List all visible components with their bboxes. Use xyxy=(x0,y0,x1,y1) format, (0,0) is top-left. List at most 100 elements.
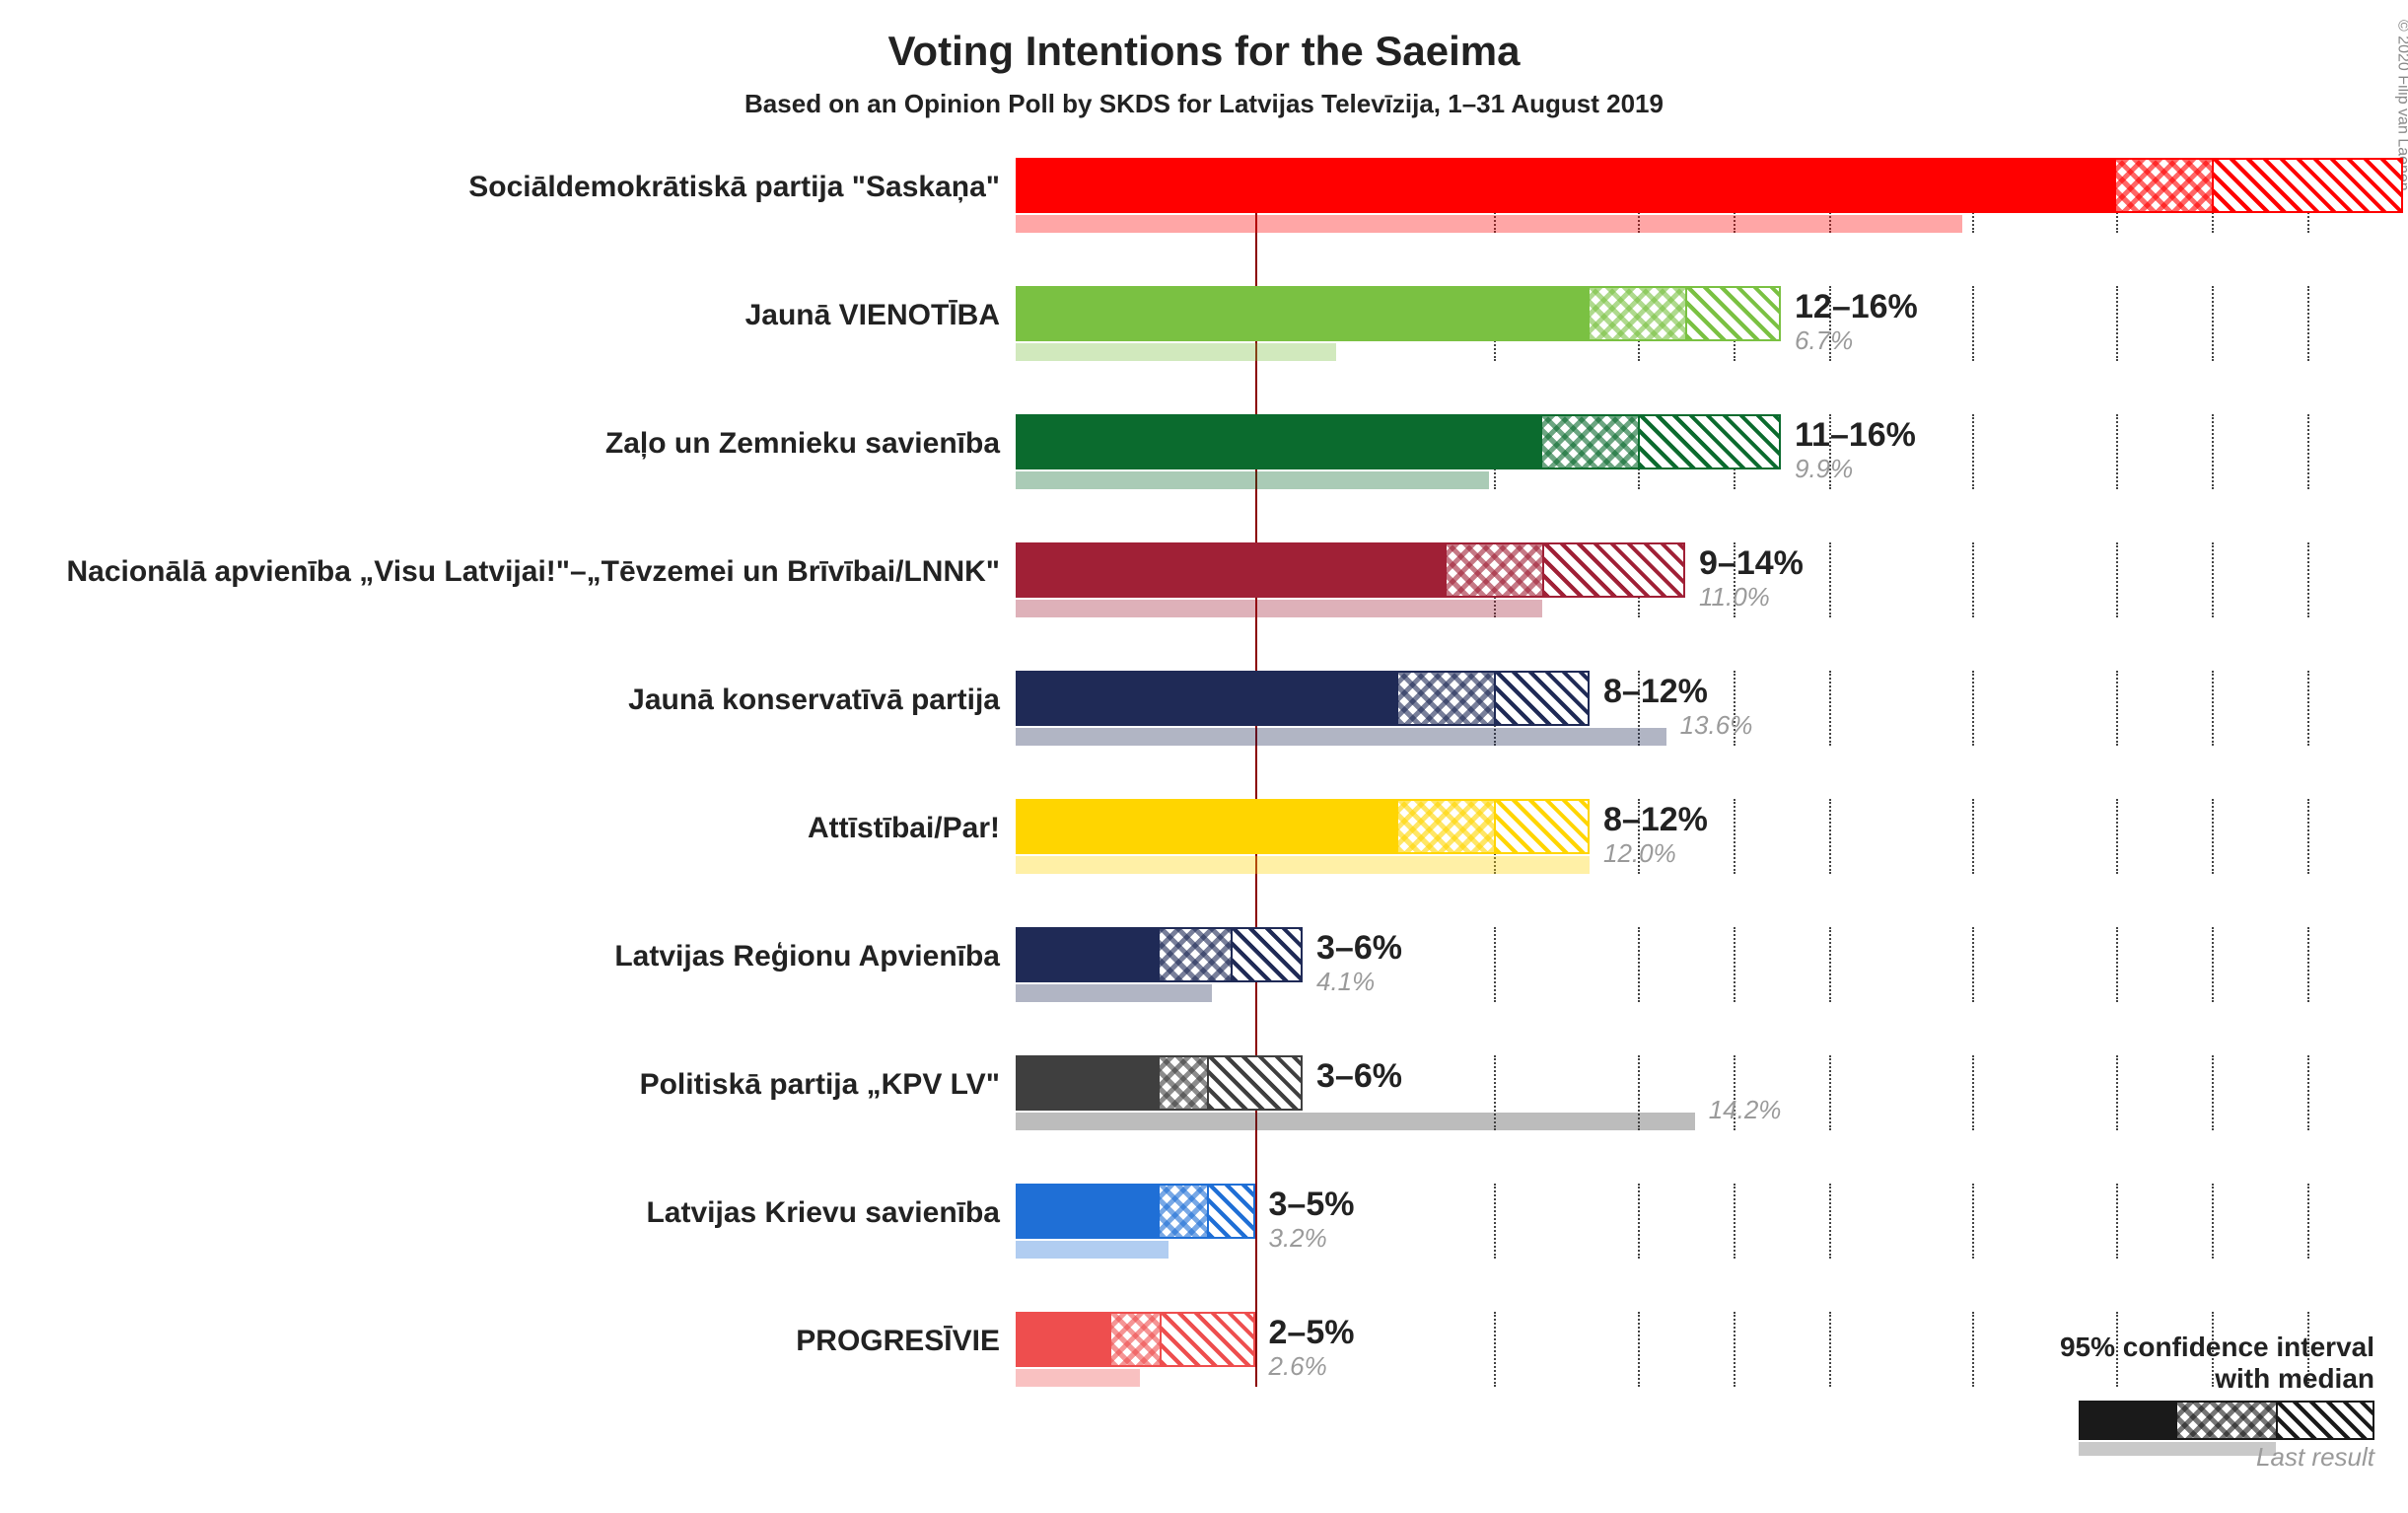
bar-ci-upper xyxy=(1542,542,1686,598)
gridline xyxy=(1638,927,1640,1002)
range-label: 8–12% xyxy=(1603,801,1708,839)
range-label: 11–16% xyxy=(1795,416,1916,455)
party-label: Nacionālā apvienība „Visu Latvijai!"–„Tē… xyxy=(66,555,1000,589)
gridline xyxy=(2116,414,2118,489)
gridline xyxy=(1972,286,1974,361)
bar-ci-lower xyxy=(1542,414,1638,469)
gridline xyxy=(2212,542,2214,617)
party-row: Jaunā konservatīvā partija8–12%13.6% xyxy=(0,671,2408,799)
last-result-label: 12.0% xyxy=(1603,838,1676,869)
gridline xyxy=(1494,1184,1496,1259)
gridline xyxy=(1829,1184,1831,1259)
party-row: Latvijas Krievu savienība 3–5%3.2% xyxy=(0,1184,2408,1312)
gridline xyxy=(1829,542,1831,617)
bar-solid xyxy=(1016,927,1160,982)
last-result-label: 11.0% xyxy=(1699,582,1770,612)
last-result-label: 6.7% xyxy=(1795,325,1853,356)
party-label: Latvijas Krievu savienība xyxy=(646,1196,1000,1230)
bar-ci-lower xyxy=(1160,1184,1208,1239)
party-row: Jaunā VIENOTĪBA12–16%6.7% xyxy=(0,286,2408,414)
gridline xyxy=(1638,1184,1640,1259)
page: Voting Intentions for the Saeima Based o… xyxy=(0,0,2408,1513)
chart-title: Voting Intentions for the Saeima xyxy=(0,28,2408,75)
last-result-label: 14.2% xyxy=(1709,1095,1782,1125)
bar-solid xyxy=(1016,158,2116,213)
bar-ci-upper xyxy=(1638,414,1782,469)
party-label: Attīstībai/Par! xyxy=(808,812,1000,845)
gridline xyxy=(1829,799,1831,874)
bar-solid xyxy=(1016,1055,1160,1111)
gridline xyxy=(2212,799,2214,874)
legend-last-label: Last result xyxy=(2256,1442,2374,1473)
party-label: Sociāldemokrātiskā partija "Saskaņa" xyxy=(468,171,1000,204)
last-result-bar xyxy=(1016,1113,1695,1130)
gridline xyxy=(2307,542,2309,617)
range-label: 3–6% xyxy=(1316,929,1402,968)
range-label: 9–14% xyxy=(1699,544,1804,583)
gridline xyxy=(1972,671,1974,746)
gridline xyxy=(2116,1055,2118,1130)
bar-solid xyxy=(1016,542,1447,598)
last-result-bar xyxy=(1016,600,1542,617)
gridline xyxy=(1972,542,1974,617)
bar-ci-lower xyxy=(2116,158,2212,213)
gridline xyxy=(1972,799,1974,874)
party-row: Sociāldemokrātiskā partija "Saskaņa"23–2… xyxy=(0,158,2408,286)
party-label: Jaunā konservatīvā partija xyxy=(628,684,1000,717)
legend-ci-sub: with median xyxy=(2215,1363,2374,1395)
party-row: Politiskā partija „KPV LV"3–6%14.2% xyxy=(0,1055,2408,1184)
gridline xyxy=(2307,1184,2309,1259)
gridline xyxy=(1494,927,1496,1002)
gridline xyxy=(2307,671,2309,746)
bar-ci-upper xyxy=(1207,1055,1303,1111)
range-label: 12–16% xyxy=(1795,288,1918,326)
gridline xyxy=(1734,799,1735,874)
party-label: Politiskā partija „KPV LV" xyxy=(640,1068,1000,1102)
gridline xyxy=(2307,1055,2309,1130)
last-result-bar xyxy=(1016,215,1962,233)
bar-solid xyxy=(1016,671,1398,726)
bar-ci-lower xyxy=(1590,286,1685,341)
gridline xyxy=(2307,927,2309,1002)
gridline xyxy=(2116,542,2118,617)
last-result-label: 3.2% xyxy=(1269,1223,1327,1254)
last-result-bar xyxy=(1016,984,1212,1002)
gridline xyxy=(2212,927,2214,1002)
legend-bar-diag xyxy=(2276,1401,2374,1440)
gridline xyxy=(2116,799,2118,874)
bar-ci-upper xyxy=(1685,286,1781,341)
bar-ci-upper xyxy=(1231,927,1303,982)
bar-ci-lower xyxy=(1160,927,1232,982)
chart-area: Sociāldemokrātiskā partija "Saskaņa"23–2… xyxy=(0,158,2408,1470)
bar-ci-lower xyxy=(1398,671,1494,726)
party-row: Attīstībai/Par! 8–12%12.0% xyxy=(0,799,2408,927)
bar-solid xyxy=(1016,414,1542,469)
gridline xyxy=(2307,286,2309,361)
bar-solid xyxy=(1016,286,1590,341)
party-label: Zaļo un Zemnieku savienība xyxy=(605,427,1000,461)
last-result-bar xyxy=(1016,1241,1169,1259)
gridline xyxy=(1734,927,1735,1002)
bar-ci-lower xyxy=(1398,799,1494,854)
gridline xyxy=(1734,1184,1735,1259)
legend: 95% confidence intervalwith medianLast r… xyxy=(0,1332,2408,1499)
bar-ci-upper xyxy=(1494,671,1590,726)
last-result-label: 9.9% xyxy=(1795,454,1853,484)
gridline xyxy=(2307,414,2309,489)
legend-last-bar xyxy=(2079,1442,2276,1456)
range-label: 8–12% xyxy=(1603,673,1708,711)
gridline xyxy=(1972,414,1974,489)
gridline xyxy=(2116,286,2118,361)
gridline xyxy=(1972,1055,1974,1130)
gridline xyxy=(1972,927,1974,1002)
last-result-label: 4.1% xyxy=(1316,967,1375,997)
last-result-bar xyxy=(1016,728,1666,746)
gridline xyxy=(2212,671,2214,746)
gridline xyxy=(2307,799,2309,874)
gridline xyxy=(1829,927,1831,1002)
party-row: Zaļo un Zemnieku savienība 11–16%9.9% xyxy=(0,414,2408,542)
bar-ci-lower xyxy=(1447,542,1542,598)
gridline xyxy=(2116,1184,2118,1259)
range-label: 3–5% xyxy=(1269,1186,1355,1224)
legend-bar-cross xyxy=(2177,1401,2276,1440)
